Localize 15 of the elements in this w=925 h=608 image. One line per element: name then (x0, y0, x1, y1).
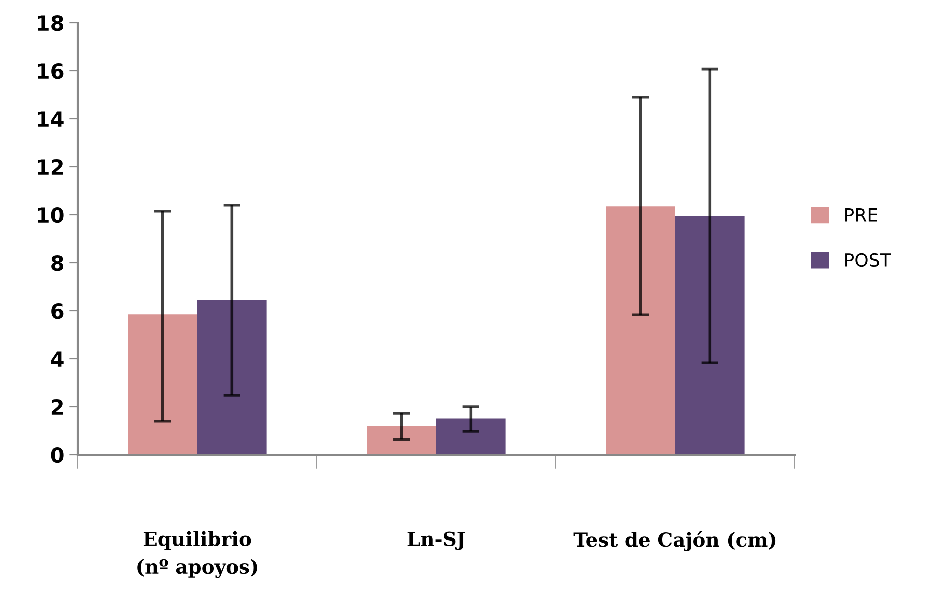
legend-label: PRE (846, 208, 878, 222)
y-tick-label: 2 (52, 399, 63, 415)
x-tick-label: Ln-SJ (408, 532, 466, 550)
y-tick-label: 12 (38, 159, 63, 175)
y-tick-label: 16 (38, 63, 64, 80)
y-tick-label: 0 (51, 447, 64, 464)
y-tick-label: 10 (38, 207, 64, 224)
x-tick-label: Test de Cajón (cm) (574, 531, 776, 552)
y-tick-label: 14 (38, 112, 64, 127)
y-tick-label: 18 (38, 15, 64, 32)
y-tick-label: 8 (52, 255, 64, 272)
y-tick-label: 6 (52, 303, 64, 320)
x-tick-label: Equilibrio (nº apoyos) (138, 531, 258, 578)
legend-label: POST (846, 253, 892, 268)
y-tick-label: 4 (51, 352, 64, 367)
